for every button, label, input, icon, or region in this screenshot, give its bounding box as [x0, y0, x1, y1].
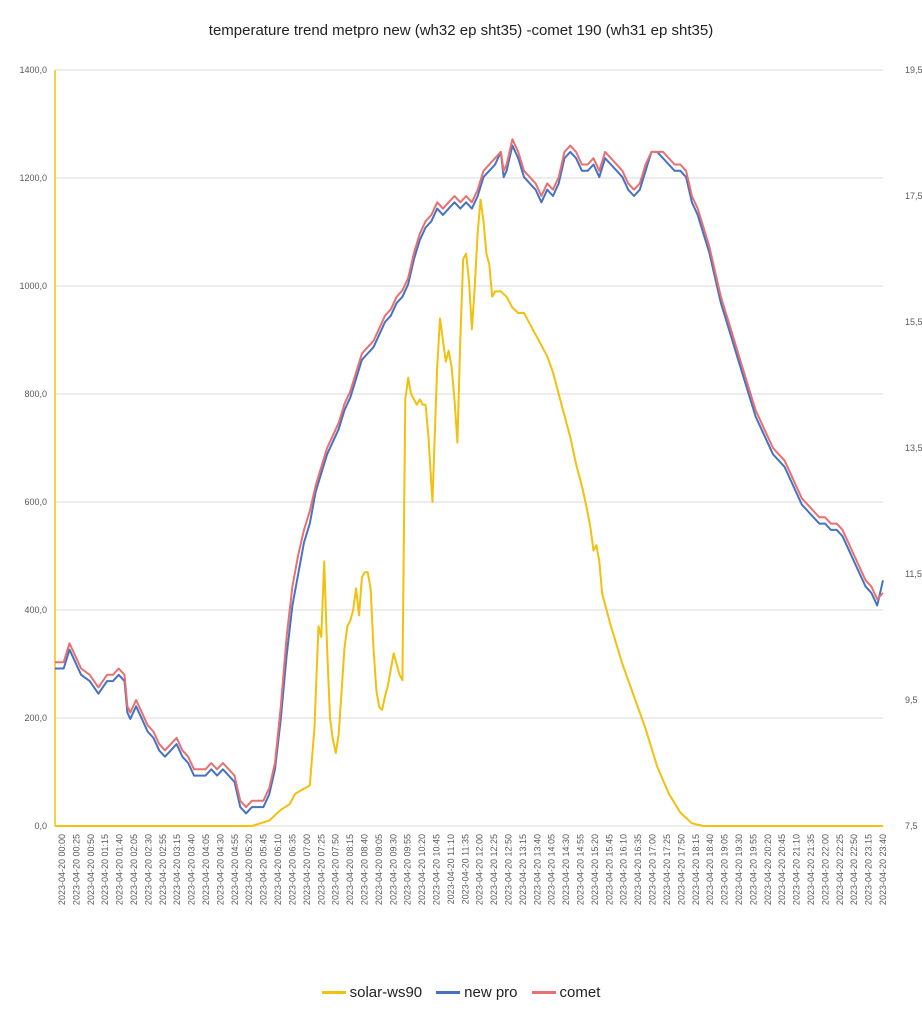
x-tick-label: 2023-04-20 07:25 [316, 834, 326, 905]
legend-item-solar: solar-ws90 [321, 984, 423, 1001]
x-tick-label: 2023-04-20 14:55 [576, 834, 586, 905]
x-tick-label: 2023-04-20 01:15 [100, 834, 110, 905]
x-tick-label: 2023-04-20 06:35 [287, 834, 297, 905]
x-tick-label: 2023-04-20 21:35 [806, 834, 816, 905]
y-axis-left: 0,0 200,0 400,0 600,0 800,0 1000,0 1200,0 1400,… [19, 65, 56, 831]
series-line-new-pro [55, 144, 884, 815]
y-axis-right: 7,5 9,5 11,5 13,5 15,5 17,5 19,5 [905, 65, 922, 831]
x-tick-label: 2023-04-20 22:00 [820, 834, 830, 905]
x-tick-label: 2023-04-20 04:30 [215, 834, 225, 905]
x-tick-label: 2023-04-20 00:50 [86, 834, 96, 905]
x-tick-label: 2023-04-20 12:25 [489, 834, 499, 905]
legend: solar-ws90 new pro comet [0, 984, 922, 1001]
x-tick-label: 2023-04-20 07:00 [302, 834, 312, 905]
legend-swatch-solar [321, 991, 346, 994]
x-tick-label: 2023-04-20 20:45 [777, 834, 787, 905]
y-right-tick-label: 19,5 [905, 65, 922, 75]
x-tick-label: 2023-04-20 02:30 [143, 834, 153, 905]
legend-swatch-comet [531, 991, 556, 994]
x-tick-label: 2023-04-20 13:15 [518, 834, 528, 905]
y-right-tick-label: 17,5 [905, 191, 922, 201]
y-left-tick-label: 400,0 [24, 605, 47, 615]
x-tick-label: 2023-04-20 14:05 [547, 834, 557, 905]
legend-swatch-new-pro [436, 991, 461, 994]
gridlines [55, 69, 883, 827]
series-line-solar-ws90 [55, 198, 883, 827]
x-tick-label: 2023-04-20 03:40 [187, 834, 197, 905]
chart-title: temperature trend metpro new (wh32 ep sh… [208, 22, 714, 39]
x-tick-label: 2023-04-20 18:40 [705, 834, 715, 905]
x-tick-label: 2023-04-20 21:10 [792, 834, 802, 905]
y-left-tick-label: 800,0 [24, 389, 47, 399]
x-tick-label: 2023-04-20 17:00 [648, 834, 658, 905]
x-tick-label: 2023-04-20 05:20 [244, 834, 254, 905]
x-tick-label: 2023-04-20 19:55 [748, 834, 758, 905]
x-tick-label: 2023-04-20 09:30 [388, 834, 398, 905]
x-tick-label: 2023-04-20 20:20 [763, 834, 773, 905]
legend-label-solar: solar-ws90 [349, 984, 423, 1001]
x-tick-label: 2023-04-20 16:10 [619, 834, 629, 905]
y-left-tick-label: 600,0 [24, 497, 47, 507]
x-tick-label: 2023-04-20 13:40 [532, 834, 542, 905]
y-right-tick-label: 15,5 [905, 317, 922, 327]
y-left-tick-label: 1000,0 [19, 281, 47, 291]
x-tick-label: 2023-04-20 04:55 [230, 834, 240, 905]
x-tick-label: 2023-04-20 08:40 [359, 834, 369, 905]
y-left-tick-label: 0,0 [34, 821, 47, 831]
x-axis: 2023-04-20 00:00 2023-04-20 00:25 2023-04-… [55, 825, 888, 905]
x-tick-label: 2023-04-20 19:30 [734, 834, 744, 905]
x-tick-label: 2023-04-20 16:35 [633, 834, 643, 905]
x-tick-label: 2023-04-20 01:40 [115, 834, 125, 905]
y-right-tick-label: 11,5 [905, 569, 922, 579]
x-tick-label: 2023-04-20 19:05 [720, 834, 730, 905]
x-tick-label: 2023-04-20 09:05 [374, 834, 384, 905]
y-right-tick-label: 13,5 [905, 443, 922, 453]
x-tick-label: 2023-04-20 17:25 [662, 834, 672, 905]
legend-label-new-pro: new pro [464, 984, 518, 1001]
x-tick-label: 2023-04-20 15:45 [604, 834, 614, 905]
x-tick-label: 2023-04-20 11:10 [446, 834, 456, 904]
x-tick-label: 2023-04-20 02:05 [129, 834, 139, 905]
series-lines [55, 138, 884, 827]
x-tick-label: 2023-04-20 00:00 [57, 834, 67, 905]
x-tick-label: 2023-04-20 17:50 [676, 834, 686, 905]
x-tick-label: 2023-04-20 07:50 [331, 834, 341, 905]
x-tick-label: 2023-04-20 06:10 [273, 834, 283, 905]
x-tick-label: 2023-04-20 15:20 [590, 834, 600, 905]
x-tick-label: 2023-04-20 22:50 [849, 834, 859, 905]
x-tick-label: 2023-04-20 22:25 [835, 834, 845, 905]
x-tick-label: 2023-04-20 11:35 [460, 834, 470, 904]
x-tick-label: 2023-04-20 23:15 [864, 834, 874, 905]
y-left-tick-label: 1400,0 [19, 65, 47, 75]
x-tick-label: 2023-04-20 08:15 [345, 834, 355, 905]
x-tick-label: 2023-04-20 10:45 [431, 834, 441, 905]
x-tick-label: 2023-04-20 12:00 [475, 834, 485, 905]
y-left-tick-label: 1200,0 [19, 173, 47, 183]
legend-item-new-pro: new pro [436, 984, 518, 1001]
x-tick-label: 2023-04-20 05:45 [259, 834, 269, 905]
y-left-tick-label: 200,0 [24, 713, 47, 723]
x-tick-label: 2023-04-20 10:20 [417, 834, 427, 905]
x-tick-label: 2023-04-20 09:55 [403, 834, 413, 905]
x-tick-label: 2023-04-20 14:30 [561, 834, 571, 905]
x-tick-label: 2023-04-20 00:25 [71, 834, 81, 905]
x-tick-label: 2023-04-20 12:50 [504, 834, 514, 905]
x-tick-label: 2023-04-20 03:15 [172, 834, 182, 905]
x-tick-label: 2023-04-20 04:05 [201, 834, 211, 905]
x-tick-label: 2023-04-20 18:15 [691, 834, 701, 905]
y-right-tick-label: 7,5 [905, 821, 918, 831]
x-tick-label: 2023-04-20 02:55 [158, 834, 168, 905]
legend-label-comet: comet [559, 984, 601, 1001]
legend-item-comet: comet [531, 984, 601, 1001]
x-tick-label: 2023-04-20 23:40 [878, 834, 888, 905]
y-right-tick-label: 9,5 [905, 695, 918, 705]
series-line-comet [55, 138, 884, 809]
